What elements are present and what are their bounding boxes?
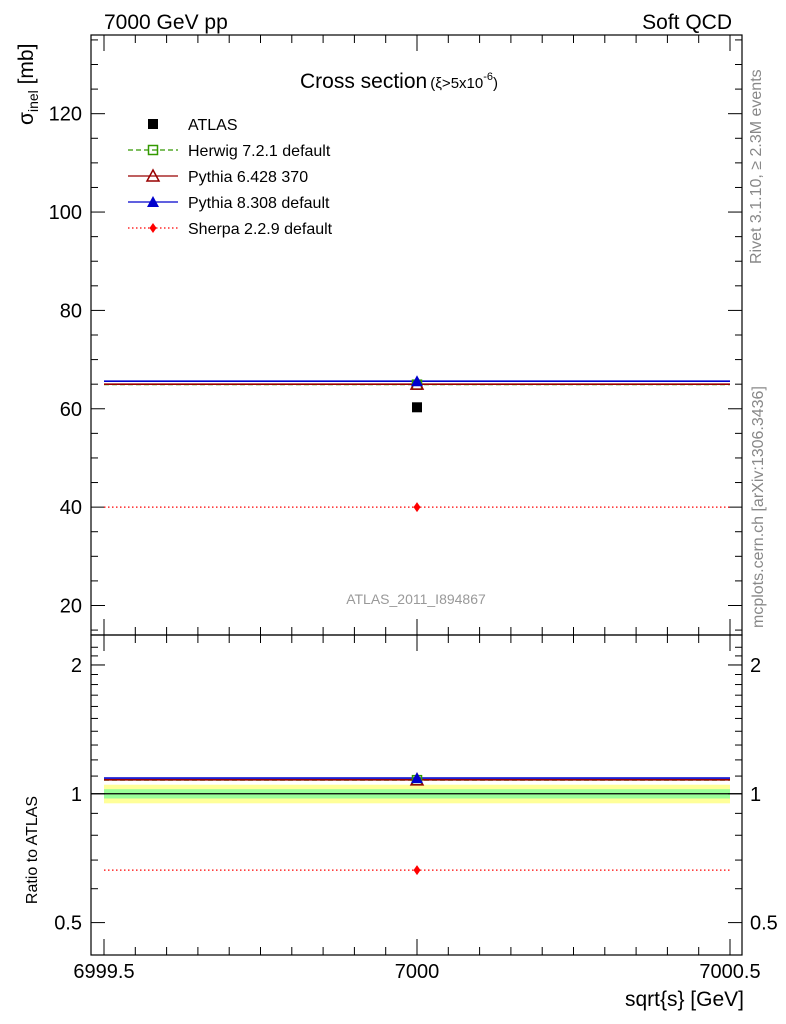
ratio-panel: 0.5 0.5 1 1 2 2 6999.5 7000 7000.5 Ratio to ATL… xyxy=(24,35,778,1011)
y-tick-label: 80 xyxy=(60,300,82,322)
y-tick-label: 60 xyxy=(60,399,82,421)
ratio-tick-label: 1 xyxy=(71,784,82,806)
y-tick-label: 100 xyxy=(49,202,82,224)
data-point xyxy=(413,502,421,513)
x-axis-label: sqrt{s} [GeV] xyxy=(625,988,744,1011)
legend-marker xyxy=(145,168,161,182)
rivet-label: Rivet 3.1.10, ≥ 2.3M events xyxy=(748,69,765,264)
x-axis-ticks: 6999.5 7000 7000.5 xyxy=(73,35,761,983)
mcplots-label: mcplots.cern.ch [arXiv:1306.3436] xyxy=(750,386,767,628)
main-y-ticks: 20 40 60 80 100 120 xyxy=(49,39,742,631)
y-tick-label: 120 xyxy=(49,104,82,126)
legend-label: Herwig 7.2.1 default xyxy=(188,143,331,160)
header-right: Soft QCD xyxy=(642,11,732,34)
x-tick-label: 6999.5 xyxy=(73,961,134,983)
legend-marker xyxy=(147,196,159,207)
legend-label: Sherpa 2.2.9 default xyxy=(188,221,333,238)
legend-marker xyxy=(148,119,158,129)
x-tick-label: 7000 xyxy=(395,961,440,983)
y-tick-label: 40 xyxy=(60,497,82,519)
ratio-tick-label-right: 1 xyxy=(750,784,761,806)
chart-title: Cross section (ξ>5x10-6) xyxy=(300,70,498,93)
legend-label: ATLAS xyxy=(188,117,238,134)
ratio-tick-label: 2 xyxy=(71,655,82,677)
header-left: 7000 GeV pp xyxy=(104,11,228,34)
main-y-axis-label: σinel [mb] xyxy=(15,44,41,125)
ratio-series-markers xyxy=(409,772,425,876)
legend: ATLAS Herwig 7.2.1 default Pythia 6.428 37… xyxy=(128,117,333,238)
y-tick-label: 20 xyxy=(60,595,82,617)
data-point xyxy=(412,402,422,413)
legend-marker xyxy=(149,223,157,233)
ratio-y-ticks: 0.5 0.5 1 1 2 2 xyxy=(54,646,778,935)
ratio-bands xyxy=(91,784,742,804)
data-point xyxy=(411,375,423,387)
legend-label: Pythia 8.308 default xyxy=(188,195,330,212)
ratio-y-axis-label: Ratio to ATLAS xyxy=(24,796,41,904)
ratio-tick-label-right: 2 xyxy=(750,655,761,677)
ratio-tick-label-right: 0.5 xyxy=(750,913,778,935)
main-series-markers xyxy=(409,375,425,513)
ratio-point xyxy=(411,772,423,784)
legend-label: Pythia 6.428 370 xyxy=(188,169,308,186)
legend-marker xyxy=(147,144,159,156)
main-series-lines xyxy=(104,380,730,508)
x-tick-label: 7000.5 xyxy=(699,961,760,983)
ratio-point xyxy=(413,865,421,876)
analysis-watermark: ATLAS_2011_I894867 xyxy=(346,591,486,607)
ratio-tick-label: 0.5 xyxy=(54,913,82,935)
main-panel: 20 40 60 80 100 120 Cross section (ξ>5x10-6) A… xyxy=(15,34,743,636)
